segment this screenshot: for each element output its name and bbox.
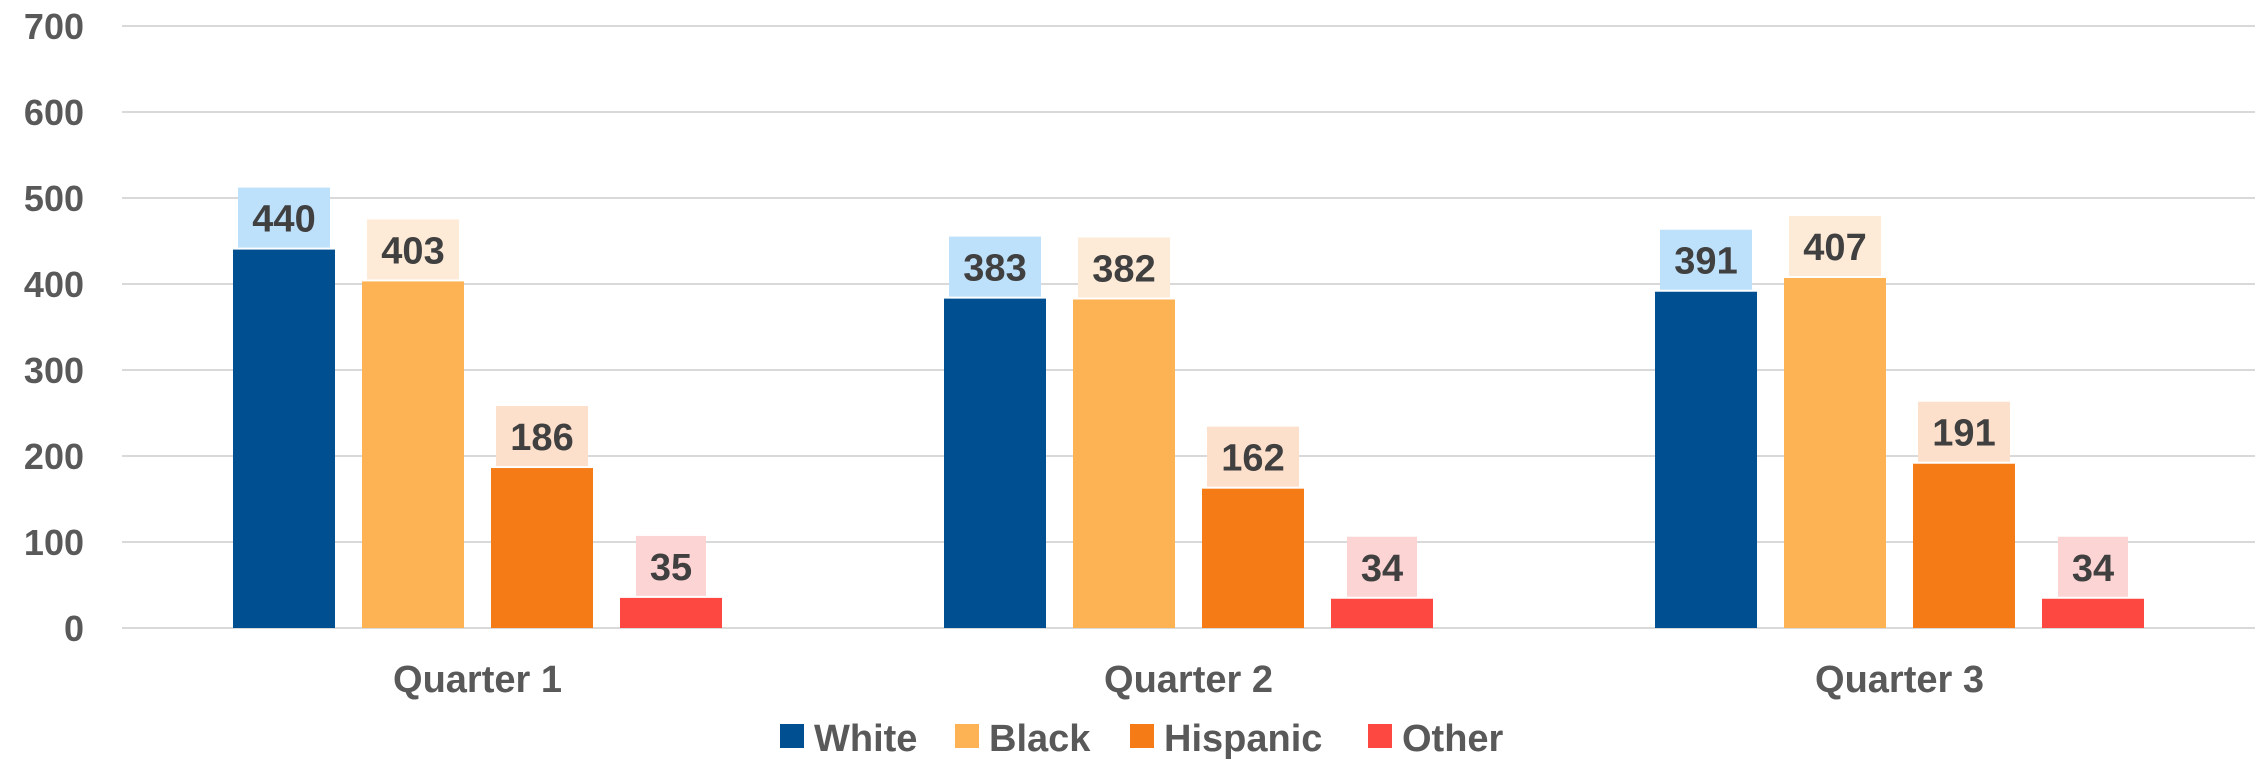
x-tick-label-quarter-2: Quarter 2	[1104, 659, 1273, 701]
bar-other-quarter-3	[2042, 598, 2144, 628]
data-label-bg-hispanic-quarter-2	[1207, 426, 1299, 487]
legend: White Black Hispanic Other	[780, 718, 1504, 760]
bar-hispanic-quarter-2	[1202, 488, 1304, 628]
data-label-other-quarter-3: 34	[2072, 548, 2114, 590]
data-label-hispanic-quarter-1: 186	[510, 417, 573, 459]
legend-swatch-hispanic	[1130, 724, 1154, 748]
bar-white-quarter-3	[1655, 291, 1757, 628]
data-label-other-quarter-2: 34	[1361, 548, 1403, 590]
data-label-hispanic-quarter-2: 162	[1221, 438, 1284, 480]
bar-other-quarter-1	[620, 597, 722, 628]
legend-swatch-other	[1368, 724, 1392, 748]
legend-item-white: White	[780, 718, 917, 760]
legend-swatch-white	[780, 724, 804, 748]
x-axis-categories: Quarter 1 Quarter 2 Quarter 3	[393, 659, 1984, 701]
y-tick-label-700: 700	[24, 6, 84, 47]
data-label-bg-other-quarter-2	[1347, 536, 1417, 597]
data-label-bg-black-quarter-3	[1789, 215, 1881, 276]
data-label-bg-white-quarter-2	[949, 236, 1041, 297]
data-label-white-quarter-1: 440	[252, 199, 315, 241]
data-label-other-quarter-1: 35	[650, 547, 692, 589]
bar-white-quarter-2	[944, 298, 1046, 628]
data-label-bg-other-quarter-3	[2058, 536, 2128, 597]
legend-item-hispanic: Hispanic	[1130, 718, 1322, 760]
legend-label-white: White	[814, 718, 917, 760]
data-label-bg-white-quarter-3	[1660, 229, 1752, 290]
data-label-black-quarter-3: 407	[1803, 227, 1866, 269]
bar-hispanic-quarter-1	[491, 468, 593, 628]
y-tick-label-0: 0	[64, 608, 84, 649]
data-label-bg-other-quarter-1	[636, 535, 706, 596]
x-tick-label-quarter-1: Quarter 1	[393, 659, 562, 701]
data-label-hispanic-quarter-3: 191	[1932, 413, 1995, 455]
legend-label-hispanic: Hispanic	[1164, 718, 1322, 760]
gridlines	[122, 25, 2255, 629]
legend-label-black: Black	[989, 718, 1091, 760]
data-label-bg-black-quarter-2	[1078, 237, 1170, 298]
y-tick-label-600: 600	[24, 92, 84, 133]
legend-swatch-black	[955, 724, 979, 748]
data-label-white-quarter-2: 383	[963, 248, 1026, 290]
data-label-bg-hispanic-quarter-3	[1918, 401, 2010, 462]
bar-black-quarter-2	[1073, 299, 1175, 628]
data-label-black-quarter-2: 382	[1092, 248, 1155, 290]
y-tick-label-100: 100	[24, 522, 84, 563]
data-label-white-quarter-3: 391	[1674, 241, 1737, 283]
data-label-black-quarter-1: 403	[381, 230, 444, 272]
bar-other-quarter-2	[1331, 598, 1433, 628]
y-tick-label-300: 300	[24, 350, 84, 391]
bar-black-quarter-3	[1784, 277, 1886, 628]
bars	[233, 249, 2144, 628]
y-tick-label-200: 200	[24, 436, 84, 477]
y-axis-ticks: 0 100 200 300 400 500 600 700	[24, 6, 84, 649]
legend-label-other: Other	[1402, 718, 1504, 760]
data-labels: 440 403 186 35 383 382 162 34 391 407 191 34	[238, 187, 2128, 597]
y-tick-label-500: 500	[24, 178, 84, 219]
legend-item-other: Other	[1368, 718, 1504, 760]
bar-white-quarter-1	[233, 249, 335, 628]
x-tick-label-quarter-3: Quarter 3	[1815, 659, 1984, 701]
data-label-bg-black-quarter-1	[367, 219, 459, 280]
legend-item-black: Black	[955, 718, 1091, 760]
data-label-bg-hispanic-quarter-1	[496, 406, 588, 467]
data-label-bg-white-quarter-1	[238, 187, 330, 248]
y-tick-label-400: 400	[24, 264, 84, 305]
bar-hispanic-quarter-3	[1913, 463, 2015, 628]
bar-black-quarter-1	[362, 281, 464, 628]
